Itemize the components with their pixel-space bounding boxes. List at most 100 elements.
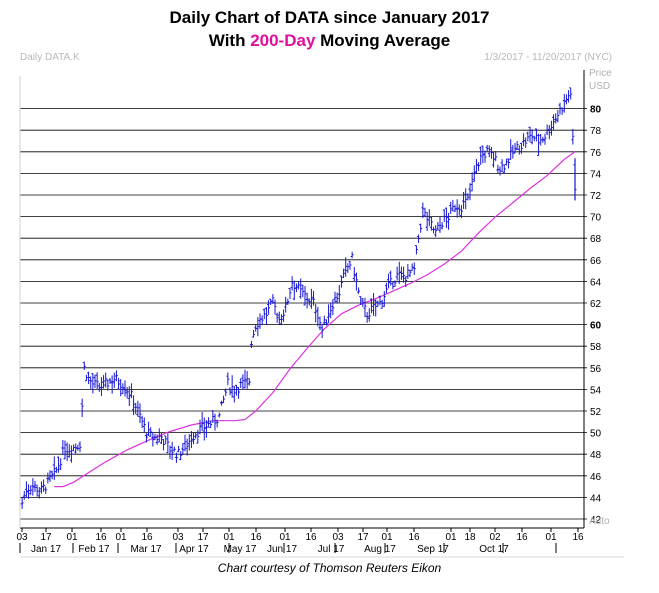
title-highlight: 200-Day — [250, 31, 316, 50]
price-bar — [151, 432, 155, 447]
price-bar — [286, 298, 290, 305]
price-bar — [350, 251, 354, 259]
price-bar — [365, 312, 369, 323]
price-bar — [569, 87, 573, 100]
price-bar — [279, 314, 283, 325]
price-bar — [42, 479, 46, 492]
price-bar — [33, 480, 37, 492]
price-bar — [187, 434, 191, 451]
price-bar — [361, 298, 365, 308]
price-bar — [324, 319, 328, 326]
price-bar — [342, 268, 346, 278]
price-bar — [147, 421, 151, 437]
x-day-label: 16 — [250, 532, 262, 543]
price-bar — [74, 443, 78, 454]
price-bar — [494, 151, 498, 162]
price-bar — [382, 291, 386, 307]
price-bar — [410, 263, 414, 272]
price-bar — [485, 144, 489, 152]
price-bar — [462, 191, 466, 209]
price-bar — [166, 433, 170, 454]
price-bar — [24, 481, 28, 498]
price-bar — [282, 309, 286, 322]
price-bar — [305, 292, 309, 309]
moving-average-line — [54, 151, 576, 488]
price-bar — [399, 266, 403, 280]
price-bar — [301, 284, 305, 298]
x-day-label: 03 — [16, 532, 28, 543]
price-bar — [183, 434, 187, 452]
price-bar — [226, 372, 230, 386]
price-bar — [502, 164, 506, 174]
price-bar — [249, 341, 253, 349]
price-bar — [142, 417, 146, 433]
price-bar — [337, 284, 341, 303]
price-bar — [123, 380, 127, 397]
price-bar — [504, 158, 508, 166]
price-bar — [284, 296, 288, 313]
price-bar — [224, 388, 228, 397]
price-bar — [87, 371, 91, 385]
price-bar — [363, 297, 367, 318]
price-bar — [526, 131, 530, 142]
title-pre: With — [208, 31, 251, 50]
price-bar — [554, 113, 558, 124]
price-bar — [571, 128, 575, 145]
x-day-label: 02 — [489, 532, 501, 543]
price-bar — [294, 283, 298, 293]
x-day-label: 18 — [464, 532, 476, 543]
price-bar — [91, 373, 95, 394]
y-tick-label: 66 — [590, 256, 602, 267]
x-day-label: 16 — [95, 532, 107, 543]
price-bar — [61, 439, 65, 455]
price-bar — [498, 166, 502, 176]
price-bar — [412, 262, 416, 275]
chart-title-line1: Daily Chart of DATA since January 2017 — [169, 8, 490, 27]
x-day-label: 01 — [381, 532, 393, 543]
price-bar — [339, 275, 343, 288]
date-range-label: 1/3/2017 - 11/20/2017 (NYC) — [484, 52, 612, 63]
chart-title-line2: With 200-Day Moving Average — [0, 31, 659, 51]
price-bar — [149, 427, 153, 437]
price-bar — [129, 383, 133, 399]
price-bar — [232, 385, 236, 403]
price-bar — [207, 417, 211, 428]
price-bar — [247, 378, 251, 386]
price-bar — [560, 107, 564, 115]
y-tick-label: 44 — [590, 493, 602, 504]
x-day-label: 17 — [357, 532, 369, 543]
y-tick-label: 64 — [590, 277, 602, 288]
price-bar — [127, 386, 131, 406]
price-bar — [78, 441, 82, 453]
price-bar — [31, 478, 35, 496]
moving-average-layer — [54, 151, 576, 488]
price-bar — [393, 280, 397, 287]
price-bar — [72, 444, 76, 452]
price-bar — [359, 296, 363, 305]
price-bar — [271, 294, 275, 304]
price-bar — [27, 484, 31, 499]
price-bar — [344, 257, 348, 277]
price-bar — [65, 442, 69, 461]
price-bar — [522, 133, 526, 147]
price-bar — [172, 446, 176, 452]
price-bar — [511, 144, 515, 159]
price-bar — [303, 286, 307, 306]
x-month-label: Apr 17 — [179, 544, 209, 555]
price-bar — [84, 374, 88, 382]
price-bar — [528, 126, 532, 143]
price-bar — [140, 415, 144, 428]
price-bar — [209, 420, 213, 429]
price-bar — [46, 472, 50, 484]
price-bar — [487, 145, 491, 158]
price-bar — [37, 487, 41, 499]
price-bar — [39, 481, 43, 494]
price-bar — [159, 432, 163, 445]
price-bar — [185, 438, 189, 456]
price-bar — [406, 263, 410, 280]
price-bar — [254, 324, 258, 332]
price-bar — [198, 419, 202, 435]
x-month-label: Oct 17 — [479, 544, 509, 555]
price-bar — [104, 372, 108, 388]
price-bar — [275, 312, 279, 323]
